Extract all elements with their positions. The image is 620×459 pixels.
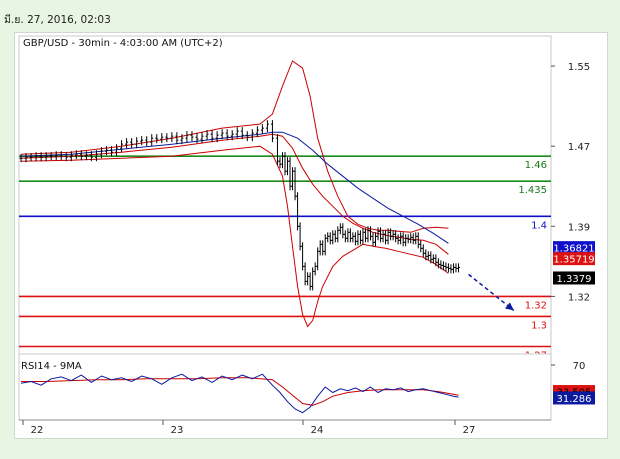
bollinger-lower-line [20, 145, 449, 328]
price-panel-border [18, 35, 552, 355]
red-ma-line [20, 133, 449, 255]
price-tag-box [553, 271, 595, 285]
x-axis-tick-label: 27 [463, 425, 476, 436]
price-panel: GBP/USD - 30min - 4:03:00 AM (UTC+2) 1.5… [18, 35, 595, 361]
x-axis-tick-label: 22 [31, 425, 44, 436]
x-axis-tick-label: 24 [311, 425, 324, 436]
rsi-line [20, 373, 459, 414]
rsi-value-tags: 33.50531.286 [553, 385, 595, 405]
chart-timestamp: มี.ย. 27, 2016, 02:03 [4, 14, 111, 26]
moving-average-line [20, 131, 449, 244]
chart-frame: GBP/USD - 30min - 4:03:00 AM (UTC+2) 1.5… [14, 32, 608, 439]
price-tag-label: 1.35719 [553, 255, 594, 266]
header-strip: มี.ย. 27, 2016, 02:03 [0, 0, 620, 32]
price-y-axis: 1.55 1.47 1.39 1.32 [551, 62, 590, 303]
price-y-tick-label: 1.39 [568, 222, 590, 233]
trend-arrow [468, 273, 515, 312]
indicator-lines [20, 60, 449, 328]
rsi-y-tick-label: 70 [573, 361, 586, 372]
rsi-panel-border [18, 353, 552, 421]
bollinger-upper-line [20, 60, 449, 233]
level-label: 1.4 [531, 220, 547, 231]
x-axis-tick-label: 23 [171, 425, 184, 436]
price-bars [19, 120, 460, 291]
rsi-chart-title: RSI14 - 9MA [21, 361, 82, 372]
trend-arrow-line [468, 273, 515, 312]
x-axis: 22 23 24 27 [19, 419, 551, 436]
rsi-value-tag-label: 31.286 [557, 394, 592, 405]
price-tag-box [553, 241, 595, 255]
chart-canvas: GBP/USD - 30min - 4:03:00 AM (UTC+2) 1.5… [18, 35, 595, 436]
level-label: 1.435 [518, 185, 547, 196]
price-y-tick-label: 1.55 [568, 62, 590, 73]
rsi-y-axis: 70 [551, 361, 585, 372]
rsi-value-tag-box [553, 391, 595, 405]
trend-arrow-head [505, 302, 514, 311]
rsi-panel: RSI14 - 9MA 70 33.50531.286 [18, 353, 595, 421]
price-tag-label: 1.3379 [557, 274, 592, 285]
price-y-tick-label: 1.32 [568, 292, 590, 303]
price-y-tick-label: 1.47 [568, 142, 590, 153]
price-tag-label: 1.36821 [553, 244, 594, 255]
level-label: 1.32 [525, 300, 547, 311]
level-label: 1.3 [531, 320, 547, 331]
level-label: 1.46 [525, 160, 547, 171]
price-chart-title: GBP/USD - 30min - 4:03:00 AM (UTC+2) [23, 38, 223, 49]
rsi-lines [20, 373, 459, 414]
price-tag-box [553, 252, 595, 266]
